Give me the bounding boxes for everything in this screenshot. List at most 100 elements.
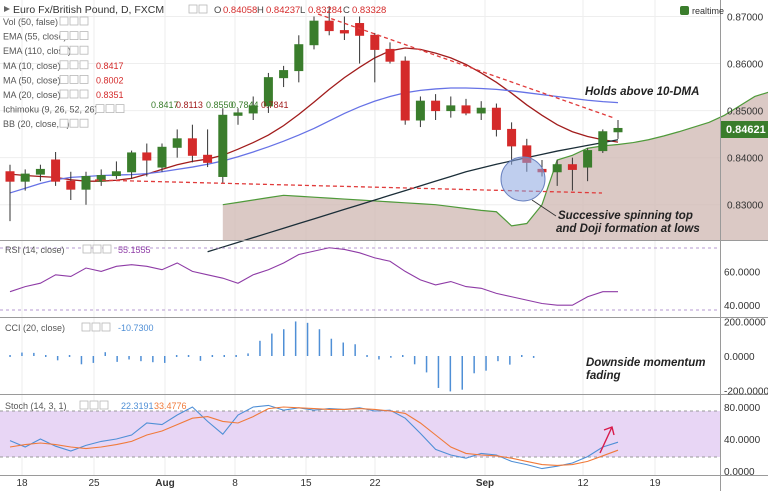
ichimoku-value: 0.8113 (176, 100, 203, 110)
stoch-tick-label: 80.0000 (724, 403, 761, 414)
cci-settings-icon[interactable] (91, 322, 101, 332)
cci-close-icon[interactable] (101, 322, 111, 332)
candle-body (476, 107, 486, 114)
indicator-legend: Vol (50, false) EMA (55, close) EMA (110, … (3, 16, 125, 129)
rsi-settings-icon[interactable] (92, 244, 102, 254)
indicator-close-icon[interactable] (79, 118, 89, 128)
cci-bar (413, 356, 416, 365)
indicator-close-icon[interactable] (79, 16, 89, 26)
x-tick-label: 25 (88, 478, 100, 489)
realtime-toggle[interactable] (680, 6, 689, 15)
cci-bar (140, 356, 142, 362)
indicator-value: 0.8417 (96, 61, 124, 71)
indicator-close-icon[interactable] (79, 60, 89, 70)
rsi-eye-icon[interactable] (82, 244, 92, 254)
cci-bar (199, 356, 202, 361)
indicator-eye-icon[interactable] (59, 60, 69, 70)
ohlc-high-label: H (257, 5, 264, 16)
indicator-label: Ichimoku (9, 26, 52, 26) (3, 105, 98, 115)
indicator-label: MA (50, close) (3, 75, 61, 85)
y-axis: 0.87000 0.86000 0.85000 0.84000 0.83000 60.00… (724, 12, 768, 478)
cci-bar (259, 340, 261, 356)
cci-bar (425, 356, 428, 373)
cci-value: -10.7300 (118, 323, 154, 333)
cci-bar (342, 342, 344, 356)
stoch-lines (9, 404, 619, 470)
ichimoku-cloud (222, 91, 768, 240)
ichimoku-value: 0.8550 (206, 100, 234, 110)
indicator-settings-icon[interactable] (69, 89, 79, 99)
candle-body (66, 180, 76, 190)
indicator-settings-icon[interactable] (69, 75, 79, 84)
indicator-settings-icon[interactable] (69, 118, 79, 128)
indicator-label: Vol (50, false) (3, 17, 58, 27)
header-settings-icon[interactable] (198, 4, 208, 14)
stoch-close-icon[interactable] (99, 400, 109, 410)
indicator-settings-icon[interactable] (69, 45, 79, 55)
indicator-eye-icon[interactable] (59, 89, 69, 99)
cci-bar (128, 356, 130, 360)
candle-body (218, 114, 228, 177)
highlight-circle (500, 156, 546, 202)
indicator-settings-icon[interactable] (105, 104, 115, 113)
candle-body (81, 175, 91, 190)
candle-body (355, 23, 365, 36)
indicator-settings-icon[interactable] (69, 60, 79, 70)
x-tick-label: 8 (232, 478, 238, 489)
ohlc-open-label: O (214, 5, 221, 16)
indicator-eye-icon[interactable] (59, 45, 69, 55)
indicator-eye-icon[interactable] (59, 31, 69, 41)
cci-bar (92, 356, 95, 363)
cci-bar (283, 329, 285, 356)
candle-body (324, 20, 334, 32)
header-eye-icon[interactable] (188, 4, 198, 14)
y-tick-label: 0.84000 (727, 154, 764, 165)
cci-bar (223, 355, 225, 357)
cci-bar (164, 356, 166, 363)
cci-bar (247, 353, 249, 356)
collapse-icon[interactable] (4, 6, 10, 12)
stoch-eye-icon[interactable] (79, 400, 89, 410)
indicator-settings-icon[interactable] (69, 31, 79, 41)
rsi-value: 55.1555 (118, 245, 151, 255)
indicator-close-icon[interactable] (79, 89, 89, 99)
stoch-label: Stoch (14, 3, 1) (5, 401, 67, 411)
candle-body (309, 20, 319, 46)
ohlc-close: 0.83328 (352, 5, 386, 16)
indicator-settings-icon[interactable] (69, 16, 79, 26)
stoch-settings-icon[interactable] (89, 400, 99, 410)
cci-tick-label: 200.0000 (724, 317, 766, 328)
candle-body (446, 105, 456, 112)
indicator-close-icon[interactable] (79, 45, 89, 55)
header-legend: Euro Fx/British Pound, D, FXCM O 0.84058… (4, 4, 386, 16)
candle-body (111, 171, 121, 177)
stoch-d-line (9, 406, 619, 466)
x-tick-label: Aug (155, 478, 174, 489)
cci-bar (354, 344, 356, 356)
rsi-close-icon[interactable] (102, 244, 112, 254)
rsi-line (9, 247, 618, 306)
stoch-arrow (599, 426, 613, 454)
ohlc-low: 0.83284 (308, 5, 342, 16)
indicator-close-icon[interactable] (79, 31, 89, 41)
indicator-eye-icon[interactable] (95, 104, 105, 113)
indicator-close-icon[interactable] (115, 104, 125, 113)
cci-bar (437, 356, 440, 388)
cci-bar (449, 356, 452, 392)
candle-body (5, 171, 15, 182)
indicator-close-icon[interactable] (79, 75, 89, 84)
rsi-series-line (9, 247, 618, 306)
indicator-eye-icon[interactable] (59, 118, 69, 128)
cci-eye-icon[interactable] (81, 322, 91, 332)
ichimoku-value: 0.8417 (151, 100, 179, 110)
annotation-arrow (531, 199, 557, 217)
candle-body (35, 168, 45, 175)
indicator-value: 0.8351 (96, 90, 124, 100)
indicator-eye-icon[interactable] (59, 16, 69, 26)
candle-body (507, 128, 517, 147)
indicator-eye-icon[interactable] (59, 75, 69, 84)
rsi-tick-label: 40.0000 (724, 301, 761, 312)
cci-bar (294, 321, 297, 356)
chart-title: Euro Fx/British Pound, D, FXCM (13, 4, 164, 16)
